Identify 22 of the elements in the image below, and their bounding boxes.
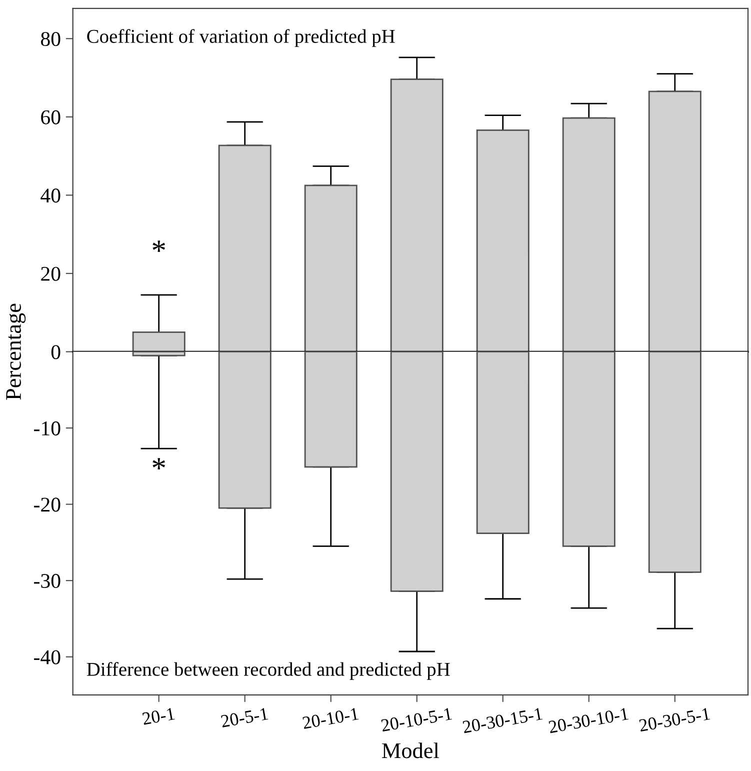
y-tick-label: -20 xyxy=(34,498,60,512)
annotation: * xyxy=(152,458,166,470)
y-tick-label: -40 xyxy=(34,650,60,664)
y-tick-label: 60 xyxy=(41,110,60,124)
y-tick-label: 80 xyxy=(41,32,60,46)
x-tick-label: 20-30-5-1 xyxy=(638,707,710,732)
y-tick-label: 40 xyxy=(40,188,60,203)
x-axis-title: Model xyxy=(382,742,439,758)
x-tick-label: 20-30-15-1 xyxy=(462,707,543,734)
x-tick-label: 20-5-1 xyxy=(220,707,268,728)
x-tick-label: 20-10-5-1 xyxy=(380,707,452,732)
y-tick-label: 0 xyxy=(51,345,60,360)
y-tick-label: -30 xyxy=(34,574,60,588)
y-tick-label: -10 xyxy=(34,421,60,436)
annotation: Difference between recorded and predicted pH xyxy=(86,662,450,680)
annotation: * xyxy=(152,240,166,252)
x-tick-label: 20-1 xyxy=(142,707,175,725)
x-tick-label: 20-30-10-1 xyxy=(548,707,629,734)
x-tick-label: 20-10-1 xyxy=(302,707,359,730)
annotation: Coefficient of variation of predicted pH xyxy=(87,29,395,47)
y-tick-label: 20 xyxy=(41,266,60,281)
y-axis-title: Percentage xyxy=(6,304,26,400)
